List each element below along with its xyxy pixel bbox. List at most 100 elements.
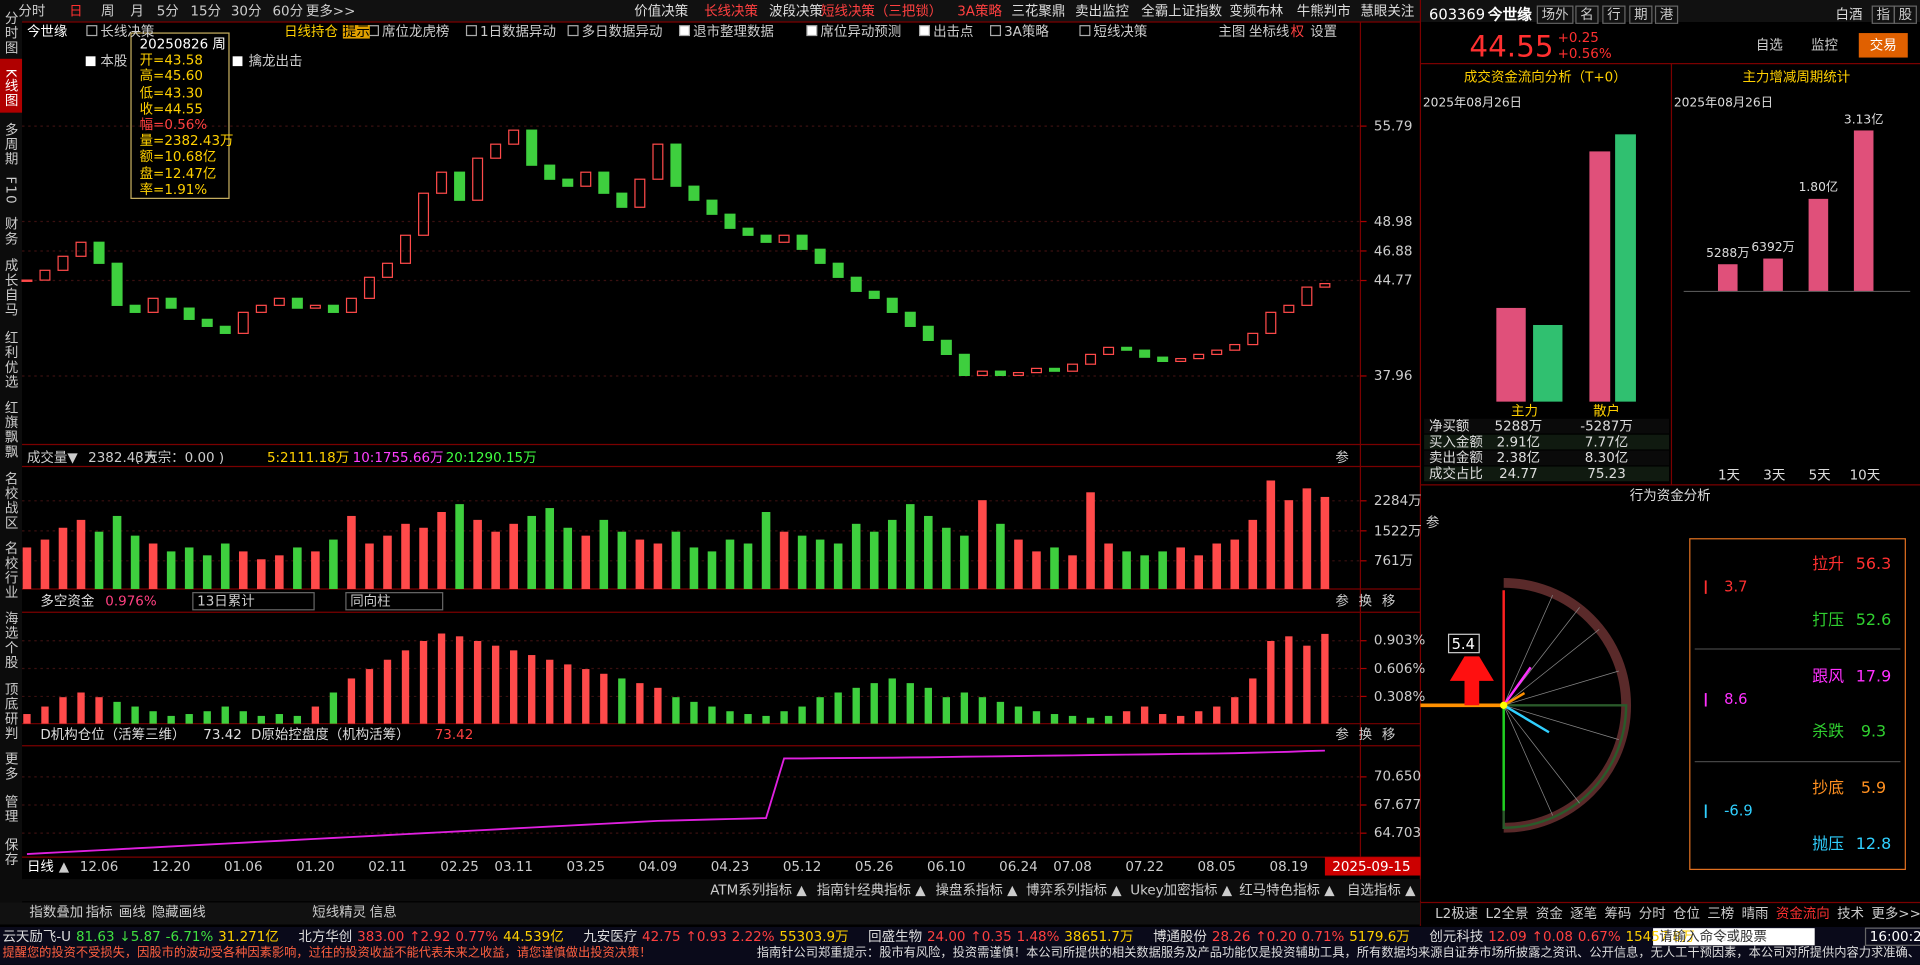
fund-bar [888,678,896,724]
indicator-tab[interactable]: Ukey加密指标 ▲ [1130,882,1233,899]
period-tab[interactable]: 更多>> [305,3,356,19]
period-tab[interactable]: 日 [69,3,83,19]
panel-icon[interactable]: 参 [1335,593,1349,610]
tag-button[interactable]: 场外 [1536,5,1574,24]
tool-button[interactable]: 信息 [369,904,397,921]
indicator-tab[interactable]: 博弈系列指标 ▲ [1026,882,1122,899]
indicator-tab[interactable]: ATM系列指标 ▲ [710,882,807,899]
panel-icon[interactable]: 换 [1358,726,1373,743]
tool[interactable]: 设置 [1310,23,1338,40]
side-tab[interactable]: 多周期 [3,122,19,167]
select[interactable]: 同向柱 [345,592,444,611]
option[interactable]: 日线持仓 [284,23,338,40]
bottom-tab[interactable]: 资金 [1535,905,1563,922]
side-tab[interactable]: 名校战区 [3,470,19,530]
tool-button[interactable]: 画线 [118,904,146,921]
tag-button[interactable]: 指 [1871,5,1895,24]
strategy-tab[interactable]: 牛熊判市 [1296,3,1351,19]
side-tab[interactable]: 分时图 [3,10,19,55]
panel-icon[interactable]: 移 [1381,726,1396,743]
tag-button[interactable]: 名 [1575,5,1599,24]
side-tab[interactable]: 红利优选 [3,330,19,389]
option[interactable]: 3A策略 [1004,23,1049,40]
command-input[interactable]: 请输入命令或股票 [1659,928,1767,945]
option[interactable]: 本股 [100,53,128,70]
period-tab[interactable]: 月 [130,3,144,19]
bottom-tab[interactable]: 分时 [1638,905,1666,922]
bottom-tab[interactable]: 技术 [1837,905,1865,922]
tool-button[interactable]: 指数叠加 [29,904,84,921]
bottom-tab[interactable]: 三榜 [1707,905,1735,922]
side-tab[interactable]: 红旗飘飘 [3,399,19,459]
panel-icon[interactable]: 参 [1335,450,1349,466]
side-tab[interactable]: F10 [3,176,19,206]
bottom-tab[interactable]: 仓位 [1672,905,1700,922]
bottom-tab[interactable]: 资金流向 [1775,905,1830,922]
side-tab[interactable]: 财务 [3,216,19,247]
panel-icon[interactable]: 换 [1358,593,1373,610]
strategy-tab[interactable]: 波段决策 [768,3,823,19]
bottom-tab[interactable]: 筹码 [1604,905,1632,922]
strategy-tab[interactable]: 慧眼关注 [1360,3,1415,19]
indicator-tab[interactable]: 红马特色指标 ▲ [1239,882,1335,899]
indicator-tab[interactable]: 指南针经典指标 ▲ [816,882,926,899]
period-tab[interactable]: 15分 [190,3,222,19]
side-tab[interactable]: K线图 [3,68,19,108]
tool[interactable]: 权 [1290,23,1305,40]
bottom-tab[interactable]: 逐笔 [1570,905,1598,922]
param-button[interactable]: 参 [1425,514,1440,531]
option[interactable]: 擒龙出击 [248,53,303,70]
option[interactable]: 短线决策 [1093,23,1148,40]
strategy-tab[interactable]: 变频布林 [1229,3,1284,19]
tag-button[interactable]: 行 [1602,5,1626,24]
action-button[interactable]: 监控 [1811,37,1838,54]
option[interactable]: 多日数据异动 [581,23,663,40]
period-tab[interactable]: 分时 [18,3,46,19]
tool-button[interactable]: 指标 [85,904,113,921]
bottom-tab[interactable]: 更多>> [1871,905,1920,922]
tag-button[interactable]: 股 [1893,5,1917,24]
panel-icon[interactable]: 参 [1335,726,1349,743]
option[interactable]: 长线决策 [100,23,155,40]
strategy-tab[interactable]: 价值决策 [634,3,689,19]
indicator-tab[interactable]: 自选指标 ▲ [1346,882,1416,899]
select[interactable]: 13日累计 [192,592,315,611]
strategy-tab[interactable]: 短线决策（三把锁） [821,3,943,19]
bottom-tab[interactable]: L2极速 [1435,905,1479,922]
tag-button[interactable]: 港 [1654,5,1679,24]
option[interactable]: 席位异动预测 [820,23,902,40]
tool[interactable]: 坐标线 [1248,23,1290,40]
tool-button[interactable]: 隐藏画线 [151,904,206,921]
section-title: 行为资金分析 [1629,487,1711,504]
strategy-tab[interactable]: 长线决策 [704,3,758,19]
period-tab[interactable]: 60分 [272,3,304,19]
side-tab[interactable]: 名校行业 [3,540,19,600]
panel-icon[interactable]: 移 [1381,593,1396,610]
side-tab[interactable]: 管理 [3,794,19,824]
strategy-tab[interactable]: 卖出监控 [1075,3,1129,19]
period-tab[interactable]: 30分 [230,3,262,19]
indicator-tab[interactable]: 操盘系指标 ▲ [935,882,1018,899]
side-tab[interactable]: 顶底研判 [3,681,19,741]
option[interactable]: 席位龙虎榜 [382,23,450,40]
tool-button[interactable]: 短线精灵 [312,904,367,921]
side-tab[interactable]: 海选个股 [3,611,19,670]
bottom-tab[interactable]: L2全景 [1485,905,1529,922]
period-tab[interactable]: 周 [101,3,115,19]
option[interactable]: 出击点 [933,23,974,40]
strategy-tab[interactable]: 三花聚鼎 [1011,3,1066,19]
side-tab[interactable]: 成长自马 [3,257,19,317]
option[interactable]: 退市整理数据 [693,23,774,40]
bottom-tab[interactable]: 晴雨 [1741,905,1769,922]
command-input[interactable] [1653,928,1815,946]
side-tab[interactable]: 更多 [3,751,19,782]
period-tab[interactable]: 5分 [156,3,179,19]
tag-button[interactable]: 期 [1629,5,1653,24]
action-button[interactable]: 自选 [1755,37,1783,54]
action-button[interactable]: 交易 [1869,37,1897,54]
tool[interactable]: 主图 [1218,23,1246,40]
strategy-tab[interactable]: 全霸上证指数 [1141,3,1223,19]
option[interactable]: 1日数据异动 [480,23,556,40]
strategy-tab[interactable]: 3A策略 [957,3,1002,19]
side-tab[interactable]: 保存 [3,836,19,867]
